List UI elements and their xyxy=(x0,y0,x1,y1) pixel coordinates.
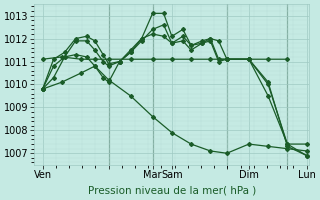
X-axis label: Pression niveau de la mer( hPa ): Pression niveau de la mer( hPa ) xyxy=(88,186,256,196)
